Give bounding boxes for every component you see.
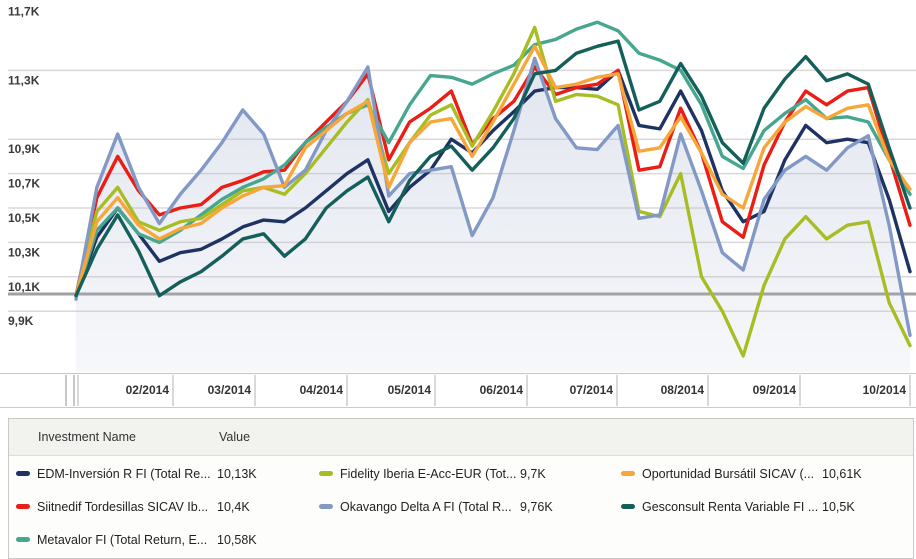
legend-item-value: 10,5K: [822, 499, 855, 514]
series-line-okavango[interactable]: [74, 56, 912, 337]
legend-table: Investment Name Value EDM-Inversión R FI…: [8, 418, 914, 559]
series-line-gesconsult[interactable]: [74, 39, 912, 298]
legend-item-name: Siitnedif Tordesillas SICAV Ib...: [37, 499, 209, 514]
y-axis-label: 10,9K: [8, 142, 40, 156]
series-swatch: [621, 504, 635, 509]
legend-item-value: 9,7K: [520, 466, 546, 481]
legend-item-value: 10,61K: [822, 466, 862, 481]
y-axis-label: 11,3K: [8, 73, 40, 87]
series-line-edm[interactable]: [74, 68, 912, 298]
month-separator: [434, 375, 436, 406]
legend-header-name: Investment Name: [38, 430, 136, 444]
series-swatch: [16, 504, 30, 509]
legend-item-gesconsult[interactable]: Gesconsult Renta Variable FI ... 10,5K: [621, 490, 855, 523]
month-separator: [799, 375, 801, 406]
series-swatch: [319, 471, 333, 476]
legend-item-name: Oportunidad Bursátil SICAV (...: [642, 466, 815, 481]
legend-item-edm[interactable]: EDM-Inversión R FI (Total Re... 10,13K: [16, 457, 257, 490]
month-separator: [346, 375, 348, 406]
month-separator: [707, 375, 709, 406]
legend-item-value: 10,58K: [217, 532, 257, 547]
series-swatch: [16, 537, 30, 542]
legend-header-row: Investment Name Value: [9, 419, 913, 456]
axis-splitter[interactable]: [73, 375, 75, 406]
y-axis-label: 10,1K: [8, 280, 40, 294]
legend-item-name: EDM-Inversión R FI (Total Re...: [37, 466, 211, 481]
y-axis-label: 9,9K: [8, 314, 34, 328]
legend-header-value: Value: [219, 430, 251, 444]
x-axis-label-06-2014: 06/2014: [479, 383, 523, 397]
month-separator: [254, 375, 256, 406]
legend-item-name: Fidelity Iberia E-Acc-EUR (Tot...: [340, 466, 517, 481]
month-separator: [172, 375, 174, 406]
series-line-metavalor[interactable]: [74, 20, 912, 298]
x-axis-label-08-2014: 08/2014: [660, 383, 704, 397]
month-separator: [526, 375, 528, 406]
series-line-oportunidad[interactable]: [74, 44, 912, 298]
legend-item-value: 10,4K: [217, 499, 250, 514]
x-axis-label-09-2014: 09/2014: [752, 383, 796, 397]
legend-item-okavango[interactable]: Okavango Delta A FI (Total R... 9,76K: [319, 490, 553, 523]
series-swatch: [621, 471, 635, 476]
legend-item-siitnedif[interactable]: Siitnedif Tordesillas SICAV Ib... 10,4K: [16, 490, 250, 523]
month-separator: [909, 375, 911, 406]
legend-item-oportunidad[interactable]: Oportunidad Bursátil SICAV (... 10,61K: [621, 457, 862, 490]
chart-area: 11,7K 11,3K 10,9K 10,7K 10,5K 10,3K 10,1K 9,9K: [8, 5, 916, 373]
legend-item-value: 9,76K: [520, 499, 553, 514]
series-swatch: [16, 471, 30, 476]
legend-item-name: Okavango Delta A FI (Total R...: [340, 499, 512, 514]
x-axis-label-03-2014: 03/2014: [207, 383, 251, 397]
x-axis-label-10-2014: 10/2014: [862, 383, 906, 397]
series-line-fidelity[interactable]: [74, 25, 912, 358]
y-axis-label: 10,3K: [8, 245, 40, 259]
series-swatch: [319, 504, 333, 509]
x-axis-band: 02/2014 03/2014 04/2014 05/2014 06/2014 07/20…: [0, 373, 916, 408]
x-axis-label-02-2014: 02/2014: [125, 383, 169, 397]
month-separator: [77, 375, 79, 406]
x-axis-empty-cell: [8, 374, 66, 407]
line-chart: 11,7K 11,3K 10,9K 10,7K 10,5K 10,3K 10,1K 9,9K: [8, 5, 916, 373]
legend-item-value: 10,13K: [217, 466, 257, 481]
x-axis-label-04-2014: 04/2014: [299, 383, 343, 397]
axis-splitter[interactable]: [65, 375, 67, 406]
legend-item-metavalor[interactable]: Metavalor FI (Total Return, E... 10,58K: [16, 523, 257, 556]
month-separator: [616, 375, 618, 406]
legend-item-fidelity[interactable]: Fidelity Iberia E-Acc-EUR (Tot... 9,7K: [319, 457, 546, 490]
x-axis-label-05-2014: 05/2014: [387, 383, 431, 397]
x-axis-label-07-2014: 07/2014: [569, 383, 613, 397]
legend-item-name: Gesconsult Renta Variable FI ...: [642, 499, 819, 514]
y-axis-label: 10,5K: [8, 211, 40, 225]
y-axis-label: 10,7K: [8, 177, 40, 191]
y-axis-label: 11,7K: [8, 5, 40, 19]
area-fill-okavango: [76, 58, 910, 373]
legend-item-name: Metavalor FI (Total Return, E...: [37, 532, 208, 547]
